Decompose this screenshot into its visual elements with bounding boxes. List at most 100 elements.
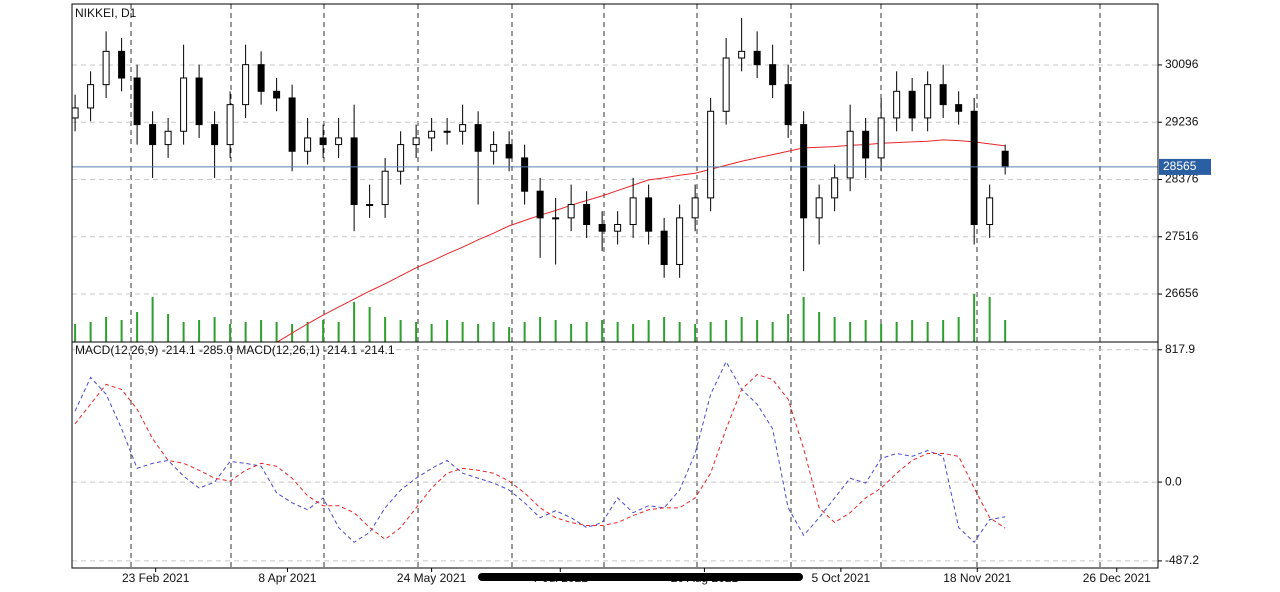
volume-bar (1004, 320, 1007, 342)
candle-body (118, 50, 126, 79)
volume-bar (709, 322, 712, 342)
volume-bar (601, 320, 604, 342)
candle-body (846, 130, 854, 179)
candle-body (366, 204, 374, 207)
candle-body (815, 197, 823, 219)
panel (72, 18, 1158, 342)
x-tick-label: 8 Apr 2021 (258, 571, 316, 585)
volume-bar (725, 320, 728, 342)
y-tick-label: 28376 (1165, 172, 1199, 186)
candle-body (211, 124, 219, 146)
candle-body (180, 77, 188, 132)
candle-body (862, 130, 870, 159)
volume-bar (430, 324, 433, 342)
candle-body (474, 124, 482, 152)
volume-bar (260, 320, 263, 342)
volume-bar (151, 297, 154, 342)
y-tick-label: 29236 (1165, 114, 1199, 128)
candle-body (877, 117, 885, 159)
period-separators (130, 4, 1101, 568)
volume-bar (756, 320, 759, 342)
candle-body (319, 137, 327, 146)
volume-bar (833, 317, 836, 342)
candle-body (381, 170, 389, 206)
x-tick-label: 18 Nov 2021 (943, 571, 1011, 585)
x-tick-label: 26 Dec 2021 (1083, 571, 1151, 585)
candle-body (707, 110, 715, 199)
candle-body (583, 204, 591, 226)
y-tick-label: 27516 (1165, 229, 1199, 243)
scroll-indicator[interactable] (478, 573, 803, 581)
volume-bar (911, 320, 914, 342)
volume-bar (663, 317, 666, 342)
volume-bar (337, 322, 340, 342)
candle-body (536, 190, 544, 219)
volume-bar (957, 317, 960, 342)
plot-border (71, 3, 1159, 569)
macd-line (74, 360, 1006, 544)
candle-body (226, 104, 234, 146)
volume-bar (446, 320, 449, 342)
volume-bar (880, 324, 883, 342)
candle-body (629, 197, 637, 226)
candle-body (273, 90, 281, 99)
candle-body (970, 110, 978, 226)
y-tick-label: -487.2 (1165, 553, 1199, 567)
volume-bar (678, 322, 681, 342)
candle-body (459, 124, 467, 132)
candle-body (722, 57, 730, 112)
volume-bar (849, 322, 852, 342)
y-tick-label: 817.9 (1165, 342, 1195, 356)
candle-body (986, 197, 994, 226)
volume-bar (322, 320, 325, 342)
volume-bar (244, 322, 247, 342)
candle-body (645, 197, 653, 232)
x-tick-label: 23 Feb 2021 (122, 571, 190, 585)
candle-body (102, 50, 110, 86)
candle-body (552, 217, 560, 220)
candle-body (924, 84, 932, 119)
volume-bar (213, 317, 216, 342)
volume-bar (353, 302, 356, 342)
volume-bar (694, 324, 697, 342)
volume-bar (229, 324, 232, 342)
volume-bar (368, 307, 371, 342)
candle-body (784, 84, 792, 126)
volume-bar (554, 320, 557, 342)
candle-body (769, 64, 777, 86)
candle-body (133, 77, 141, 126)
volume-bar (492, 322, 495, 342)
x-tick-label: 24 May 2021 (397, 571, 467, 585)
panel (72, 349, 1158, 562)
volume-bar (89, 322, 92, 342)
candle-body (72, 107, 79, 119)
volume-bar (771, 322, 774, 342)
current-price-box (1159, 158, 1211, 175)
candle-body (412, 137, 420, 146)
volume-bar (585, 322, 588, 342)
candle-body (242, 64, 250, 106)
candle-body (490, 144, 498, 152)
volume-bar (399, 320, 402, 342)
candle-body (149, 124, 157, 146)
y-tick-label: 26656 (1165, 286, 1199, 300)
volume-bar (926, 322, 929, 342)
candle-body (164, 130, 172, 146)
volume-bar (802, 297, 805, 342)
candle-body (800, 124, 808, 219)
volume-bar (74, 324, 77, 342)
volume-bar (616, 322, 619, 342)
candle-body (691, 197, 699, 219)
volume-bar (306, 322, 309, 342)
candle-body (257, 64, 265, 92)
candle-body (505, 144, 513, 159)
volume-bar (523, 322, 526, 342)
volume-bar (415, 322, 418, 342)
volume-bar (988, 297, 991, 342)
candle-body (893, 90, 901, 119)
candle-body (521, 157, 529, 192)
candle-body (831, 177, 839, 199)
candle-body (738, 50, 746, 59)
candle-body (428, 130, 436, 139)
